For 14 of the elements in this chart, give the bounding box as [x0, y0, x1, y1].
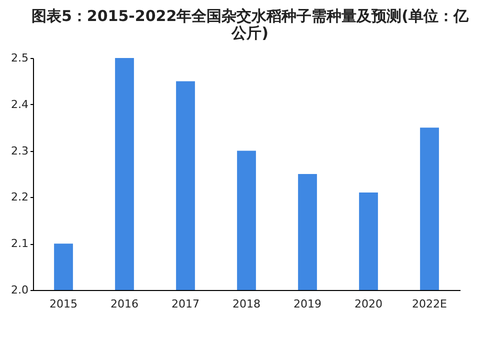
y-tick-label: 2.1	[11, 237, 28, 250]
x-tick-label: 2020	[354, 298, 382, 310]
x-tick-label: 2016	[110, 298, 138, 310]
x-tick-label: 2018	[232, 298, 260, 310]
y-tick-label: 2.2	[11, 190, 28, 204]
chart-title: 图表5：2015-2022年全国杂交水稻种子需种量及预测(单位：亿公斤)	[30, 7, 470, 42]
x-tick-label: 2015	[50, 298, 78, 310]
x-tick-label: 2017	[172, 298, 200, 310]
y-tick-label: 2.0	[11, 284, 28, 296]
x-tick-label: 2022E	[412, 298, 448, 310]
y-tick-label: 2.5	[11, 52, 28, 64]
y-tick-label: 2.3	[11, 144, 28, 158]
x-tick-label: 2019	[294, 298, 322, 310]
y-tick-label: 2.4	[11, 98, 28, 111]
